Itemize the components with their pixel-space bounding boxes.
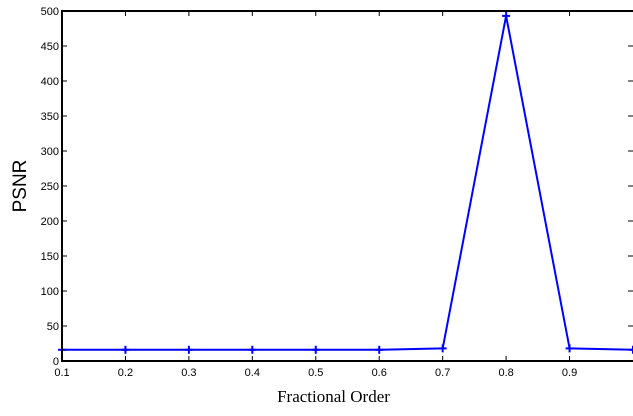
y-tick-label: 200 [41,216,59,228]
y-tick-label: 50 [47,321,59,333]
y-tick-label: 150 [41,251,59,263]
data-point-marker [565,344,574,353]
data-point-marker [184,345,193,354]
data-point-marker [438,344,447,353]
data-point-marker [502,11,511,20]
data-point-marker [248,345,257,354]
x-tick-label: 0.4 [245,367,260,379]
data-point-marker [629,345,633,354]
y-tick-label: 300 [41,146,59,158]
x-tick-label: 0.1 [54,367,69,379]
data-point-marker [311,345,320,354]
x-tick-label: 0.3 [181,367,196,379]
y-tick-label: 450 [41,41,59,53]
y-tick-label: 500 [41,6,59,18]
y-tick-label: 350 [41,111,59,123]
data-point-marker [375,345,384,354]
x-tick-label: 0.5 [308,367,323,379]
x-tick-label: 0.2 [118,367,133,379]
x-tick-label: 0.7 [435,367,450,379]
x-tick-label: 0.6 [372,367,387,379]
plot-frame [61,10,633,362]
x-axis-label: Fractional Order [277,387,390,406]
y-tick-label: 250 [41,181,59,193]
axes: 0 50 100 150 200 250 300 350 400 450 500 0.1 0.2 0.3 0… [41,6,633,379]
x-tick-label: 0.9 [562,367,577,379]
series-line [62,15,633,351]
x-tick-label: 0.8 [498,367,513,379]
y-tick-label: 100 [41,286,59,298]
y-tick-label: 0 [53,356,59,368]
y-axis-label: PSNR [10,160,31,213]
series-layer [58,11,633,354]
y-tick-label: 400 [41,76,59,88]
data-point-marker [121,345,130,354]
